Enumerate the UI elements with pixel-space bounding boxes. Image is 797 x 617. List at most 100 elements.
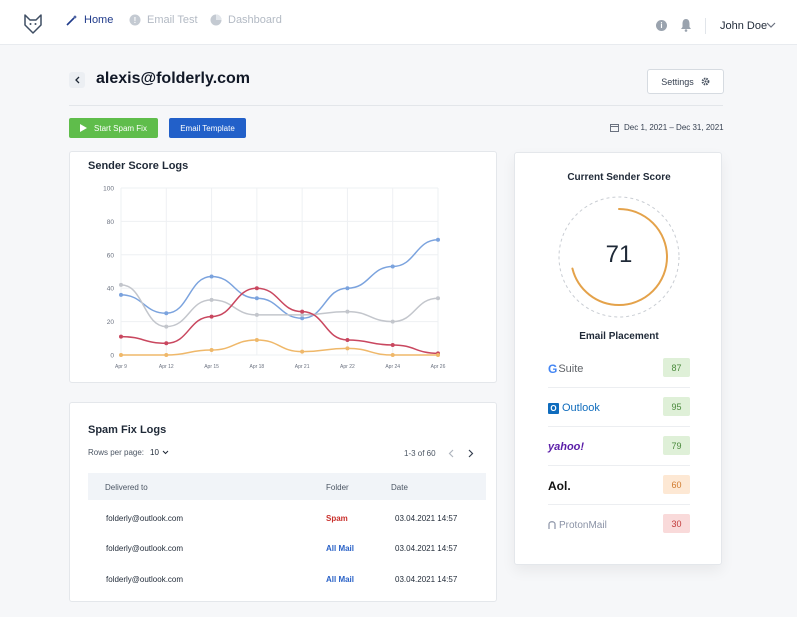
y-tick-label: 0: [110, 353, 114, 360]
yahoo-logo: yahoo!: [548, 439, 584, 455]
protonmail-icon: [548, 521, 556, 529]
provider-row-gsuite: G Suite 87: [548, 349, 690, 388]
settings-label: Settings: [661, 76, 694, 87]
table-row[interactable]: folderly@outlook.com All Mail 03.04.2021…: [88, 533, 486, 563]
score-title: Current Sender Score: [567, 172, 671, 183]
calendar-icon: [610, 124, 619, 132]
gsuite-label: Suite: [558, 363, 584, 375]
score-ring: [558, 196, 680, 318]
nav-item-dashboard[interactable]: Dashboard: [210, 14, 282, 26]
data-point: [436, 296, 440, 301]
provider-score-badge: 87: [663, 358, 690, 377]
protonmail-logo: ProtonMail: [548, 517, 607, 533]
date-range-picker[interactable]: Dec 1, 2021 – Dec 31, 2021: [610, 123, 724, 132]
data-point: [254, 286, 259, 291]
email-template-button[interactable]: Email Template: [169, 118, 246, 138]
info-icon[interactable]: i: [656, 20, 667, 31]
start-spam-fix-button[interactable]: Start Spam Fix: [69, 118, 158, 138]
cell-date: 03.04.2021 14:57: [395, 575, 458, 584]
gear-icon: [701, 77, 710, 86]
y-tick-label: 100: [103, 186, 114, 193]
data-point: [209, 297, 214, 302]
topbar-divider: [705, 18, 706, 34]
page-title: alexis@folderly.com: [96, 70, 251, 87]
next-page-button[interactable]: [466, 448, 476, 458]
data-point: [254, 337, 259, 342]
column-header-date[interactable]: Date: [391, 483, 408, 492]
chevron-down-icon: [162, 450, 169, 455]
series-line: [121, 339, 438, 356]
data-point: [390, 264, 395, 269]
provider-score-badge: 79: [663, 436, 690, 455]
aol-logo: Aol.: [548, 478, 571, 494]
x-tick-label: Apr 24: [385, 364, 400, 370]
email-test-icon: !: [129, 14, 141, 26]
data-point: [164, 353, 169, 357]
back-button[interactable]: [69, 72, 85, 88]
user-name[interactable]: John Doe: [720, 20, 768, 32]
column-header-folder[interactable]: Folder: [326, 483, 349, 492]
y-tick-label: 20: [107, 319, 115, 326]
x-tick-label: Apr 15: [204, 364, 219, 370]
rows-per-page-select[interactable]: 10: [150, 448, 169, 457]
series-line: [120, 239, 439, 320]
svg-text:!: !: [134, 16, 137, 25]
data-point: [254, 296, 259, 301]
fox-logo-icon[interactable]: [22, 13, 44, 35]
cell-folder: All Mail: [326, 544, 355, 553]
table-row[interactable]: folderly@outlook.com Spam 03.04.2021 14:…: [88, 503, 486, 533]
data-point: [436, 353, 440, 357]
gsuite-logo: G Suite: [548, 362, 584, 376]
cell-date: 03.04.2021 14:57: [395, 514, 458, 523]
y-tick-label: 60: [107, 252, 115, 259]
provider-row-yahoo: yahoo! 79: [548, 427, 690, 466]
data-point: [209, 274, 214, 279]
nav-item-email-test[interactable]: ! Email Test: [129, 14, 198, 26]
pie-chart-icon: [210, 14, 222, 26]
provider-score-badge: 60: [663, 475, 690, 494]
cell-folder: All Mail: [326, 575, 355, 584]
pagination: 1-3 of 60: [404, 448, 476, 458]
email-template-label: Email Template: [180, 123, 235, 133]
current-sender-score-card: Current Sender Score 71 Email Placement …: [514, 152, 722, 565]
table-row[interactable]: folderly@outlook.com All Mail 03.04.2021…: [88, 564, 486, 594]
cell-delivered-to: folderly@outlook.com: [106, 575, 184, 584]
provider-row-outlook: O Outlook 95: [548, 388, 690, 427]
outlook-logo: O Outlook: [548, 400, 600, 416]
date-range-label: Dec 1, 2021 – Dec 31, 2021: [624, 123, 724, 132]
data-point: [119, 334, 123, 339]
provider-row-aol: Aol. 60: [548, 466, 690, 505]
play-icon: [80, 124, 88, 132]
sender-score-chart: 0 20 40 60 80 100 Apr 9 Apr 12 Apr 15 Apr 18 Apr 2…: [103, 186, 446, 371]
data-point: [164, 324, 169, 329]
magic-wand-icon: [66, 15, 77, 26]
previous-page-button[interactable]: [446, 448, 456, 458]
protonmail-label: ProtonMail: [559, 519, 607, 531]
provider-score-badge: 95: [663, 397, 690, 416]
y-tick-label: 40: [107, 286, 115, 293]
top-navigation-bar: Home ! Email Test Dashboard i John Doe: [0, 0, 797, 45]
nav-item-home[interactable]: Home: [66, 14, 113, 26]
settings-button[interactable]: Settings: [647, 69, 724, 94]
data-point: [164, 311, 169, 316]
column-header-delivered-to[interactable]: Delivered to: [105, 483, 148, 492]
y-tick-label: 80: [107, 219, 115, 226]
bell-icon[interactable]: [680, 18, 692, 32]
chevron-down-icon[interactable]: [766, 21, 776, 29]
spam-fix-logs-card: Spam Fix Logs Rows per page: 10 1-3 of 6…: [69, 402, 497, 602]
x-tick-label: Apr 26: [431, 364, 446, 370]
aol-label: Aol.: [548, 479, 571, 493]
series-line: [120, 284, 439, 328]
data-point: [119, 292, 123, 297]
data-point: [209, 314, 214, 319]
chevron-right-icon: [468, 449, 473, 457]
nav-label-email-test: Email Test: [147, 14, 198, 26]
cell-delivered-to: folderly@outlook.com: [106, 544, 184, 553]
x-tick-label: Apr 12: [159, 364, 174, 370]
data-point: [345, 286, 350, 291]
start-spam-fix-label: Start Spam Fix: [94, 123, 147, 133]
data-point: [300, 316, 305, 321]
yahoo-label: yahoo!: [548, 441, 585, 453]
rows-per-page-label: Rows per page:: [88, 448, 145, 457]
score-value: 71: [605, 241, 633, 268]
